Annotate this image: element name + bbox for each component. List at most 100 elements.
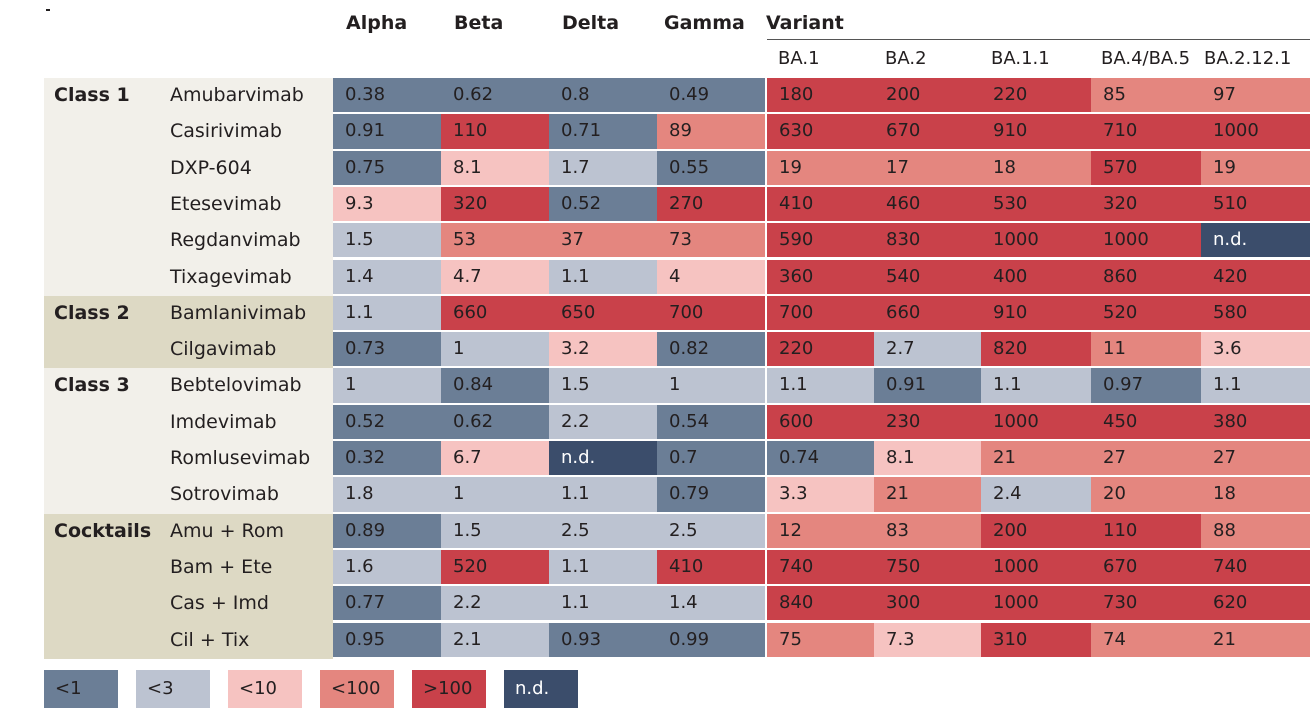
value-cell: 1	[441, 332, 549, 367]
value-cell: 0.62	[441, 78, 549, 113]
class-label: Class 1	[54, 84, 130, 106]
value-cell: 4.7	[441, 259, 549, 294]
value-cell: 0.79	[657, 477, 765, 512]
value-cell: 740	[1201, 549, 1310, 585]
value-cell: 1.8	[333, 477, 441, 512]
value-cell: 20	[1091, 477, 1201, 512]
value-cell: 3.3	[767, 477, 874, 512]
value-cell: 750	[874, 549, 981, 585]
value-cell: 730	[1091, 586, 1201, 621]
legend-swatch: <10	[228, 670, 302, 708]
value-cell: 37	[549, 223, 657, 258]
value-cell: 1000	[981, 586, 1091, 621]
value-cell: 700	[767, 295, 874, 331]
antibody-label: Regdanvimab	[170, 229, 301, 252]
value-cell: 0.32	[333, 441, 441, 476]
class-band-2	[44, 368, 333, 514]
column-header-ba-4-ba-5: BA.4/BA.5	[1101, 48, 1191, 69]
value-cell: 83	[874, 513, 981, 548]
class-label: Class 2	[54, 301, 130, 324]
antibody-label: Sotrovimab	[170, 483, 279, 506]
value-cell: 1000	[981, 549, 1091, 585]
antibody-label: Amu + Rom	[170, 519, 285, 542]
class-band-0	[44, 78, 333, 296]
value-cell: 97	[1201, 78, 1310, 113]
value-cell: 17	[874, 150, 981, 185]
value-cell: 11	[1091, 332, 1201, 367]
value-cell: 1000	[1091, 223, 1201, 258]
value-cell: 220	[767, 332, 874, 367]
value-cell: 840	[767, 586, 874, 621]
antibody-label: Amubarvimab	[170, 84, 304, 106]
value-cell: 200	[981, 513, 1091, 548]
class-label: Cocktails	[54, 519, 152, 542]
value-cell: 0.77	[333, 586, 441, 621]
value-cell: 0.95	[333, 622, 441, 657]
value-cell: 0.49	[657, 78, 765, 113]
value-cell: 1.1	[549, 549, 657, 585]
value-cell: 420	[1201, 259, 1310, 294]
antibody-label: Etesevimab	[170, 192, 282, 215]
value-cell: 410	[657, 549, 765, 585]
antibody-label: Cil + Tix	[170, 628, 250, 651]
value-cell: 660	[441, 295, 549, 331]
value-cell: 830	[874, 223, 981, 258]
corner-mark	[46, 9, 50, 11]
antibody-label: DXP-604	[170, 156, 252, 179]
column-header-alpha: Alpha	[346, 12, 408, 34]
value-cell: 0.8	[549, 78, 657, 113]
value-cell: 0.99	[657, 622, 765, 657]
value-cell: 27	[1091, 441, 1201, 476]
value-cell: 0.52	[549, 186, 657, 222]
value-cell: n.d.	[1201, 223, 1310, 258]
value-cell: 3.2	[549, 332, 657, 367]
value-cell: 1.5	[549, 368, 657, 403]
value-cell: 21	[874, 477, 981, 512]
legend-swatch: <100	[320, 670, 394, 708]
antibody-label: Bamlanivimab	[170, 301, 307, 324]
value-cell: 0.7	[657, 441, 765, 476]
value-cell: 88	[1201, 513, 1310, 548]
value-cell: 380	[1201, 404, 1310, 439]
value-cell: 73	[657, 223, 765, 258]
value-cell: 1.5	[441, 513, 549, 548]
value-cell: 1.1	[1201, 368, 1310, 403]
class-band-3	[44, 513, 333, 659]
column-header-delta: Delta	[562, 12, 620, 34]
value-cell: 1.1	[549, 586, 657, 621]
value-cell: 320	[1091, 186, 1201, 222]
value-cell: 0.73	[333, 332, 441, 367]
value-cell: 0.84	[441, 368, 549, 403]
value-cell: 1000	[981, 404, 1091, 439]
value-cell: 0.71	[549, 114, 657, 149]
value-cell: 74	[1091, 622, 1201, 657]
value-cell: 270	[657, 186, 765, 222]
value-cell: 1.6	[333, 549, 441, 585]
value-cell: 0.82	[657, 332, 765, 367]
value-cell: 820	[981, 332, 1091, 367]
value-cell: 1.1	[981, 368, 1091, 403]
legend-swatch: n.d.	[504, 670, 578, 708]
value-cell: 230	[874, 404, 981, 439]
value-cell: 1.5	[333, 223, 441, 258]
value-cell: 450	[1091, 404, 1201, 439]
value-cell: 53	[441, 223, 549, 258]
value-cell: 85	[1091, 78, 1201, 113]
value-cell: 310	[981, 622, 1091, 657]
value-cell: 630	[767, 114, 874, 149]
value-cell: 8.1	[441, 150, 549, 185]
value-cell: 0.54	[657, 404, 765, 439]
value-cell: 600	[767, 404, 874, 439]
value-cell: 0.93	[549, 622, 657, 657]
value-cell: 18	[1201, 477, 1310, 512]
variant-header: Variant	[766, 12, 844, 34]
value-cell: 1.1	[333, 295, 441, 331]
value-cell: 9.3	[333, 186, 441, 222]
value-cell: 2.1	[441, 622, 549, 657]
antibody-label: Cas + Imd	[170, 592, 269, 615]
value-cell: 1	[333, 368, 441, 403]
value-cell: 650	[549, 295, 657, 331]
value-cell: 89	[657, 114, 765, 149]
value-cell: 540	[874, 259, 981, 294]
